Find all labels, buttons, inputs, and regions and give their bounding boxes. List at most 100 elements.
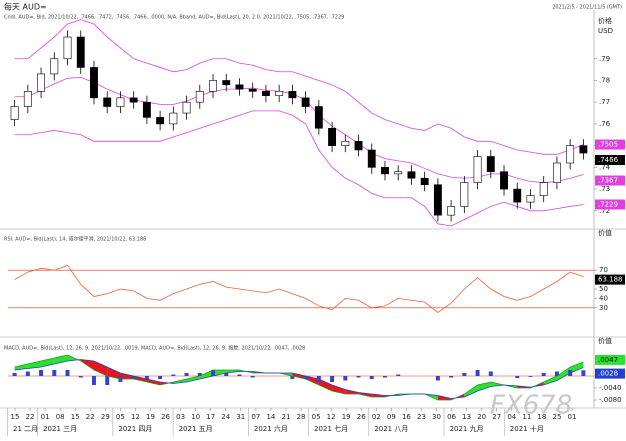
value-box [595, 139, 625, 150]
candle-body [129, 97, 138, 103]
candle-body [486, 156, 495, 172]
histogram-bar [105, 376, 110, 385]
x-tick-label: 15 [71, 413, 80, 421]
histogram-bar [382, 376, 387, 378]
candle-body [103, 97, 112, 107]
value-label: .7466 [598, 156, 619, 164]
histogram-bar [250, 376, 255, 378]
x-tick-label: 26 [357, 413, 366, 421]
histogram-bar [131, 376, 136, 379]
histogram-bar [435, 376, 440, 381]
x-tick-label: 13 [462, 413, 471, 421]
candle-body [552, 162, 561, 183]
x-tick-label: 05 [116, 413, 125, 421]
value-label: .0028 [598, 370, 618, 378]
x-tick-label: 15 [11, 413, 20, 421]
x-tick-label: 23 [417, 413, 426, 421]
x-tick-label: 12 [327, 413, 336, 421]
candle-body [579, 145, 588, 154]
candle-body [261, 91, 270, 96]
x-tick-label: 14 [266, 413, 275, 421]
histogram-bar [224, 373, 229, 376]
x-tick-label: 26 [161, 413, 170, 421]
value-box [595, 199, 625, 210]
candle-body [116, 97, 125, 107]
x-tick-label: 03 [176, 413, 185, 421]
candle-body [209, 80, 217, 92]
y-tick-label: .79 [599, 55, 610, 63]
candle-body [420, 177, 429, 186]
bollinger-upper [14, 19, 584, 155]
x-tick-label: 18 [537, 413, 546, 421]
macd-fill [226, 370, 240, 373]
candle-body [37, 73, 46, 92]
histogram-bar [356, 376, 361, 378]
x-tick-label: 16 [402, 413, 411, 421]
x-tick-label: 20 [477, 413, 486, 421]
histogram-bar [515, 376, 520, 379]
histogram-bar [197, 373, 202, 376]
candle-body [275, 91, 284, 96]
x-tick-label: 17 [206, 413, 215, 421]
x-tick-label: 01 [568, 413, 577, 421]
macd-line [14, 354, 584, 401]
histogram-bar [290, 376, 295, 379]
candle-body [10, 106, 19, 120]
candle-body [367, 149, 376, 168]
candle-body [539, 182, 548, 196]
macd-fill [199, 370, 214, 379]
histogram-bar [52, 370, 57, 376]
histogram-bar [330, 376, 335, 382]
macd-fill [54, 355, 68, 364]
x-tick-label: 11 [522, 413, 531, 421]
histogram-bar [303, 376, 308, 379]
month-label: 2021 七月 [314, 424, 348, 433]
x-tick-label: 01 [41, 413, 50, 421]
candle-body [156, 117, 165, 125]
candle-body [328, 127, 337, 146]
histogram-bar [475, 370, 480, 376]
candle-body [301, 97, 310, 107]
plot: .72.73.74.75.76.77.78.79.7505.7466.7367.… [7, 19, 625, 436]
candle-body [566, 145, 575, 164]
histogram-bar [39, 370, 44, 376]
candle-body [394, 171, 403, 175]
y-tick-label: 40 [599, 294, 608, 302]
month-label: 2021 六月 [254, 424, 288, 433]
y-tick-label: .78 [599, 76, 610, 84]
y-tick-label: -.0080 [599, 396, 622, 404]
candle-body [142, 101, 151, 118]
candle-body [407, 171, 416, 179]
histogram-bar [91, 376, 96, 385]
x-tick-label: 19 [342, 413, 351, 421]
macd-fill [133, 376, 147, 382]
x-tick-label: 05 [312, 413, 321, 421]
y-tick-label: 30 [599, 304, 608, 312]
histogram-bar [449, 376, 454, 378]
watermark: FX678 [490, 391, 572, 421]
x-tick-label: 09 [387, 413, 396, 421]
histogram-bar [158, 376, 163, 379]
x-tick-label: 22 [26, 413, 35, 421]
macd-fill [213, 370, 227, 376]
histogram-bar [65, 370, 70, 376]
candle-body [526, 195, 535, 203]
macd-fill [437, 395, 452, 400]
candle-body [50, 58, 59, 75]
x-tick-label: 24 [221, 413, 230, 421]
candle-body [288, 91, 297, 99]
x-tick-label: 08 [56, 413, 65, 421]
histogram-bar [581, 370, 586, 376]
macd-fill [345, 389, 359, 394]
candle-body [23, 91, 32, 107]
candle-body [341, 140, 350, 146]
y-label: 价值 [598, 228, 612, 237]
signal-line [14, 359, 584, 399]
y-tick-label: .72 [599, 207, 610, 215]
candle-body [460, 182, 469, 207]
value-box [595, 274, 625, 285]
histogram-bar [488, 371, 493, 376]
histogram-bar [144, 376, 149, 379]
month-label: 2021 九月 [450, 424, 484, 433]
